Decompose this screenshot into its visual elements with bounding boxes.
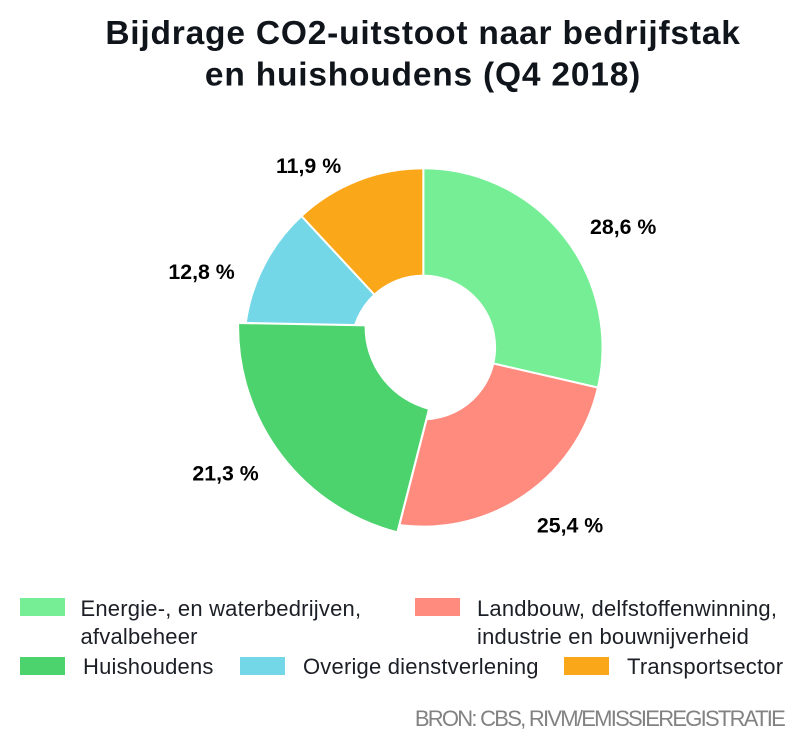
svg-text:afvalbeheer: afvalbeheer (81, 624, 198, 649)
svg-text:11,9 %: 11,9 % (276, 154, 341, 178)
svg-text:12,8 %: 12,8 % (168, 260, 234, 284)
svg-text:25,4 %: 25,4 % (537, 514, 603, 538)
svg-text:en huishoudens (Q4 2018): en huishoudens (Q4 2018) (205, 57, 641, 94)
svg-text:Energie-, en waterbedrijven,: Energie-, en waterbedrijven, (81, 596, 362, 621)
svg-text:Bijdrage CO2-uitstoot naar bed: Bijdrage CO2-uitstoot naar bedrijfstak (105, 15, 740, 52)
svg-text:Landbouw, delfstoffenwinning,: Landbouw, delfstoffenwinning, (477, 596, 777, 621)
svg-text:Overige dienstverlening: Overige dienstverlening (303, 654, 539, 679)
svg-text:28,6 %: 28,6 % (590, 215, 656, 239)
svg-text:industrie en bouwnijverheid: industrie en bouwnijverheid (477, 624, 749, 649)
svg-text:Transportsector: Transportsector (627, 654, 783, 679)
svg-text:Huishoudens: Huishoudens (83, 654, 214, 679)
svg-text:21,3 %: 21,3 % (192, 461, 258, 485)
svg-text:BRON: CBS, RIVM/EMISSIEREGISTR: BRON: CBS, RIVM/EMISSIEREGISTRATIE (415, 706, 785, 731)
